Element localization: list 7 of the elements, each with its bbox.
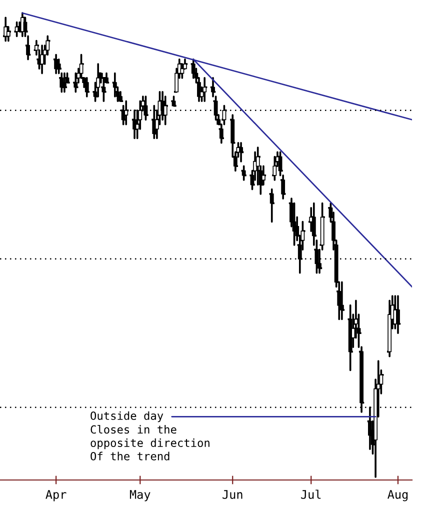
x-tick-label: Aug — [388, 490, 408, 502]
x-tick-label: Jun — [222, 490, 242, 499]
annotation: Outside day — [90, 411, 164, 422]
x-tick-label: Apr — [46, 490, 66, 502]
x-tick-label: May — [130, 490, 150, 502]
annotation: Closes in the opposite direction Of the trend — [90, 425, 210, 460]
x-tick-label: Jul — [301, 490, 321, 499]
